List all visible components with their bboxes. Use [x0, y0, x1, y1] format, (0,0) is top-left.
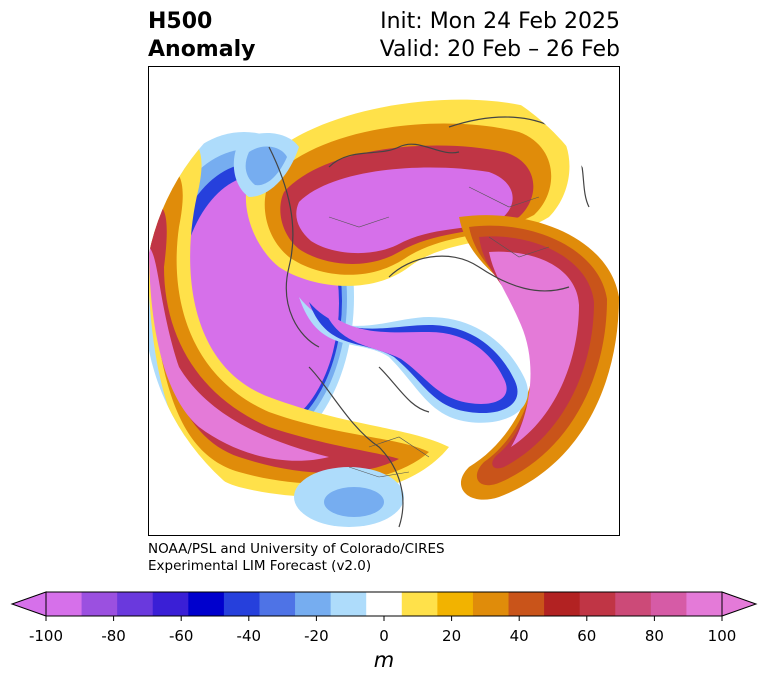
colorbar-unit: m	[373, 648, 395, 672]
colorbar-tick-label: 40	[509, 627, 529, 645]
colorbar-tick-label: -80	[101, 627, 126, 645]
init-date: Init: Mon 24 Feb 2025	[380, 9, 620, 34]
colorbar-bin	[259, 592, 296, 616]
colorbar-tick-label: 0	[379, 627, 389, 645]
colorbar-tick-label: 60	[577, 627, 597, 645]
title-variable: H500 Anomaly	[148, 8, 255, 64]
country-borders	[328, 186, 550, 478]
credit-line-1: NOAA/PSL and University of Colorado/CIRE…	[148, 541, 445, 557]
anomaly-map	[148, 66, 620, 536]
colorbar-bin	[615, 592, 652, 616]
colorbar-bin	[366, 592, 403, 616]
colorbar-bin	[401, 592, 438, 616]
colorbar-bin	[579, 592, 616, 616]
anomaly-field	[149, 99, 619, 528]
coastlines	[268, 116, 590, 528]
colorbar-bin	[152, 592, 189, 616]
credit-line-2: Experimental LIM Forecast (v2.0)	[148, 558, 372, 574]
colorbar-tick-label: 80	[644, 627, 664, 645]
colorbar-bin	[544, 592, 581, 616]
map-canvas	[149, 99, 619, 528]
colorbar-tick-label: 20	[442, 627, 462, 645]
colorbar-bin	[188, 592, 225, 616]
colorbar-bin	[437, 592, 474, 616]
colorbar-bin	[686, 592, 723, 616]
title-dates: Init: Mon 24 Feb 2025 Valid: 20 Feb – 26…	[380, 8, 620, 64]
colorbar-bin	[117, 592, 154, 616]
title-line-2: Anomaly	[148, 37, 256, 62]
colorbar-tick-label: 100	[707, 627, 737, 645]
colorbar-tick-label: -100	[28, 627, 64, 645]
colorbar-tick-label: -40	[236, 627, 262, 645]
colorbar-bin	[650, 592, 687, 616]
negative-anomaly-central	[299, 297, 528, 423]
colorbar-extend-low	[10, 591, 47, 617]
colorbar-bin	[330, 592, 367, 616]
colorbar-bin	[223, 592, 260, 616]
colorbar-tick-label: -60	[168, 627, 194, 645]
colorbar-bin	[295, 592, 332, 616]
negative-anomaly-south	[233, 132, 404, 527]
positive-anomaly-southwest	[149, 140, 449, 497]
colorbar-bin	[46, 592, 83, 616]
positive-anomaly-east	[459, 215, 619, 500]
colorbar	[10, 591, 758, 621]
valid-period: Valid: 20 Feb – 26 Feb	[379, 37, 620, 62]
colorbar-bin	[81, 592, 118, 616]
colorbar-bin	[508, 592, 545, 616]
colorbar-bin	[472, 592, 510, 616]
credit-text: NOAA/PSL and University of Colorado/CIRE…	[148, 541, 445, 575]
title-line-1: H500	[148, 9, 213, 34]
colorbar-tick-label: -20	[304, 627, 329, 645]
colorbar-extend-high	[721, 591, 758, 617]
